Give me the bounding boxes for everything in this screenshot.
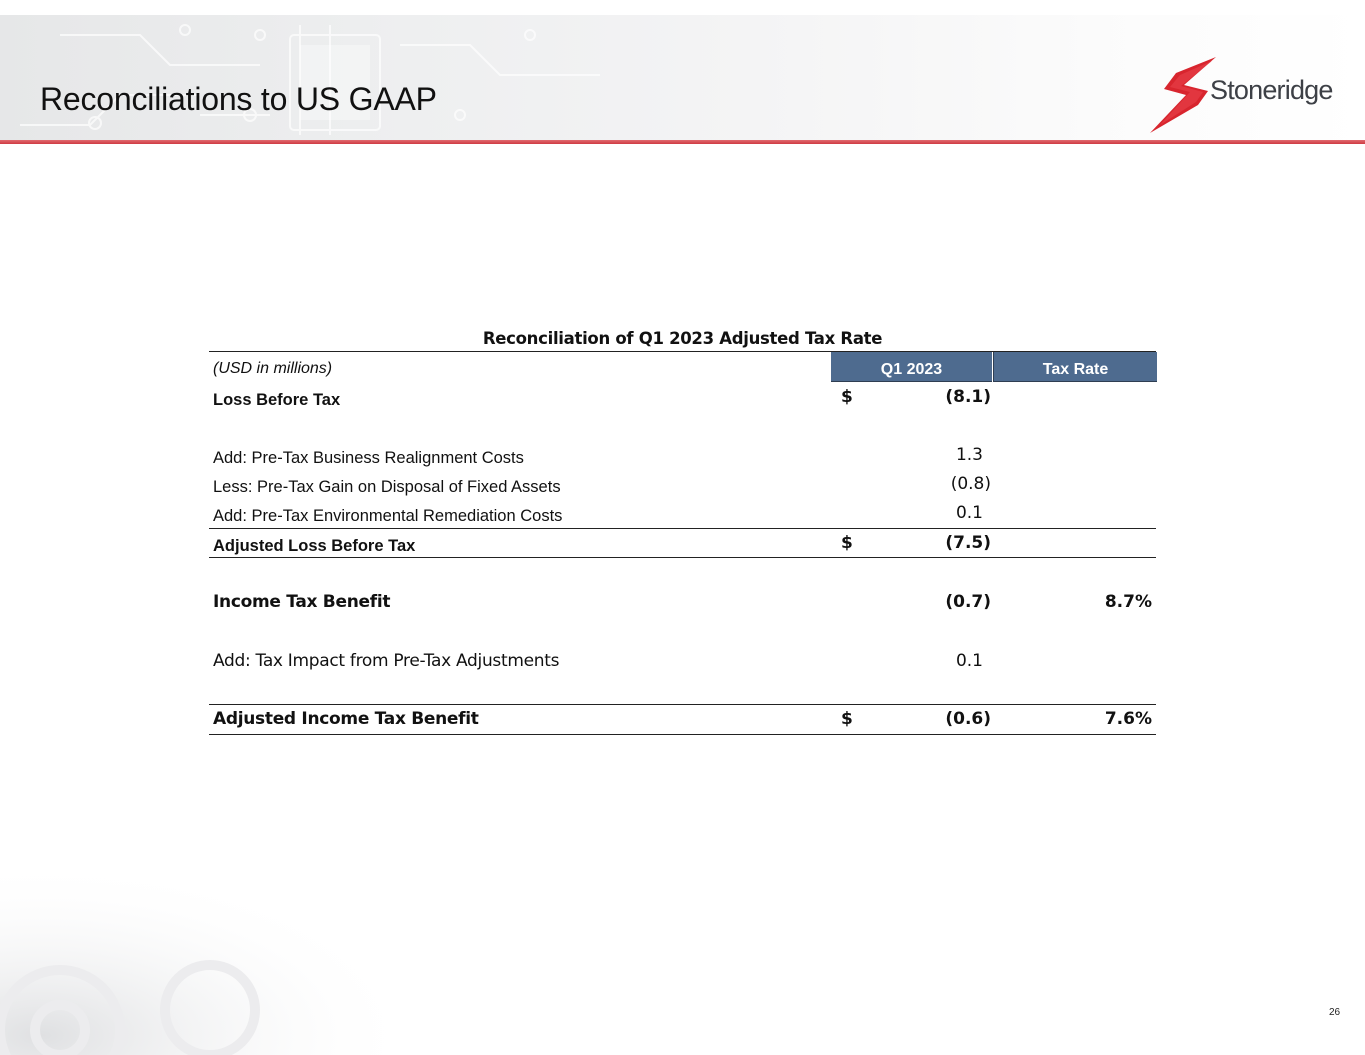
row-label: Adjusted Income Tax Benefit <box>213 709 479 729</box>
reconciliation-table: Reconciliation of Q1 2023 Adjusted Tax R… <box>209 326 1157 735</box>
top-strip <box>0 0 1365 15</box>
table-title: Reconciliation of Q1 2023 Adjusted Tax R… <box>482 329 883 348</box>
unit-label: (USD in millions) <box>213 360 333 377</box>
table-row: Less: Pre-Tax Gain on Disposal of Fixed … <box>209 470 1156 499</box>
row-label: Add: Pre-Tax Environmental Remediation C… <box>213 507 563 525</box>
table-row: Add: Pre-Tax Environmental Remediation C… <box>209 499 1156 529</box>
currency-symbol: $ <box>841 387 853 407</box>
table-row: Income Tax Benefit (0.7) 8.7% <box>209 558 1156 617</box>
row-value: (0.8) <box>950 474 991 494</box>
table-row: Loss Before Tax $ (8.1) <box>209 382 1156 441</box>
row-divider <box>209 557 1156 558</box>
table-row: Add: Tax Impact from Pre-Tax Adjustments… <box>209 617 1156 676</box>
header-red-rule <box>0 140 1365 144</box>
row-divider <box>209 734 1156 735</box>
currency-symbol: $ <box>841 533 853 553</box>
row-value: (0.6) <box>945 709 991 729</box>
gear-background-graphic <box>0 860 420 1055</box>
page-number: 26 <box>1329 1007 1341 1018</box>
row-label: Adjusted Loss Before Tax <box>213 537 416 555</box>
table-row: Add: Pre-Tax Business Realignment Costs … <box>209 441 1156 470</box>
row-label: Add: Tax Impact from Pre-Tax Adjustments <box>213 651 560 671</box>
row-label: Income Tax Benefit <box>213 592 391 612</box>
row-value: 0.1 <box>955 503 983 523</box>
logo-wordmark: Stoneridge <box>1210 75 1333 105</box>
column-header-tax-rate: Tax Rate <box>993 352 1157 382</box>
circuit-background-graphic <box>20 24 600 135</box>
table-header-row: (USD in millions) Q1 2023 Tax Rate <box>209 351 1157 382</box>
stoneridge-logo: Stoneridge <box>1146 55 1346 137</box>
row-tax-rate: 8.7% <box>1104 592 1152 612</box>
row-value: 0.1 <box>955 651 983 671</box>
table-row: Adjusted Income Tax Benefit $ (0.6) 7.6% <box>209 676 1156 735</box>
stoneridge-s-mark-icon <box>1150 57 1216 133</box>
column-header-q1-2023: Q1 2023 <box>831 352 992 382</box>
row-label: Add: Pre-Tax Business Realignment Costs <box>213 449 524 467</box>
row-value: (0.7) <box>945 592 991 612</box>
slide-title: Reconciliations to US GAAP <box>40 81 437 117</box>
row-divider <box>209 528 1156 529</box>
row-label: Loss Before Tax <box>213 391 341 409</box>
row-tax-rate: 7.6% <box>1104 709 1152 729</box>
table-row: Adjusted Loss Before Tax $ (7.5) <box>209 529 1156 558</box>
currency-symbol: $ <box>841 709 853 729</box>
row-divider <box>209 704 1156 705</box>
row-value: (7.5) <box>945 533 991 553</box>
row-label: Less: Pre-Tax Gain on Disposal of Fixed … <box>213 478 561 496</box>
slide-header: Reconciliations to US GAAP Stoneridge <box>0 15 1365 140</box>
row-value: 1.3 <box>955 445 983 465</box>
row-value: (8.1) <box>945 387 991 407</box>
